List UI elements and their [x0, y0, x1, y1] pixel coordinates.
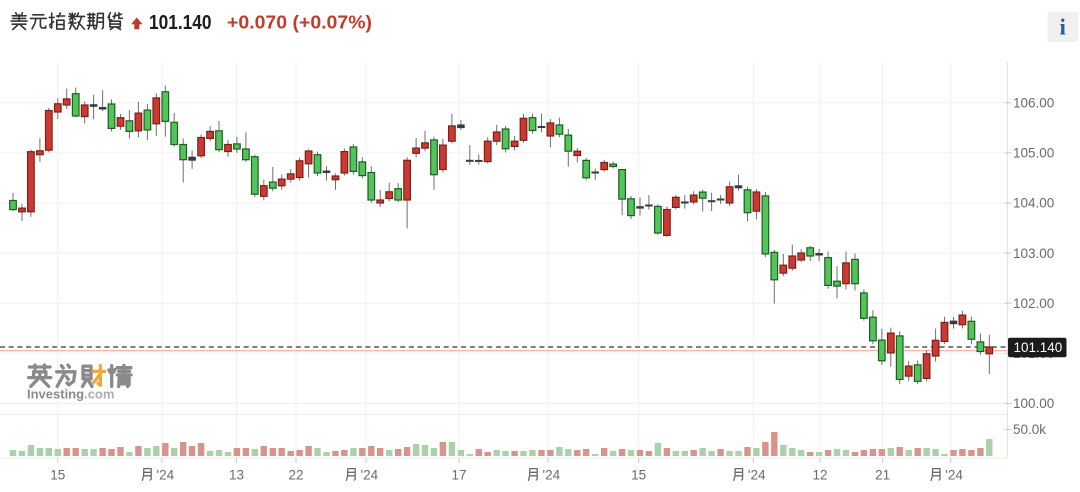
svg-text:103.00: 103.00 [1013, 246, 1054, 261]
svg-text:13: 13 [229, 468, 244, 483]
svg-text:i: i [1060, 15, 1067, 40]
svg-text:'24: '24 [157, 468, 175, 483]
svg-text:102.00: 102.00 [1013, 296, 1054, 311]
svg-text:50.0k: 50.0k [1013, 422, 1046, 437]
svg-text:106.00: 106.00 [1013, 96, 1054, 111]
svg-text:'24: '24 [543, 468, 561, 483]
svg-text:'24: '24 [361, 468, 379, 483]
svg-text:12: 12 [812, 468, 827, 483]
svg-text:21: 21 [875, 468, 890, 483]
svg-text:+0.070 (+0.07%): +0.070 (+0.07%) [227, 13, 372, 33]
svg-text:15: 15 [631, 468, 646, 483]
svg-text:101.140: 101.140 [1014, 340, 1063, 355]
svg-text:15: 15 [50, 468, 65, 483]
svg-text:105.00: 105.00 [1013, 146, 1054, 161]
svg-text:104.00: 104.00 [1013, 196, 1054, 211]
svg-text:100.00: 100.00 [1013, 396, 1054, 411]
svg-text:101.140: 101.140 [149, 11, 212, 34]
svg-text:Investing.com: Investing.com [27, 387, 114, 402]
svg-text:'24: '24 [945, 468, 963, 483]
svg-text:17: 17 [451, 468, 466, 483]
svg-text:22: 22 [288, 468, 303, 483]
svg-text:'24: '24 [748, 468, 766, 483]
